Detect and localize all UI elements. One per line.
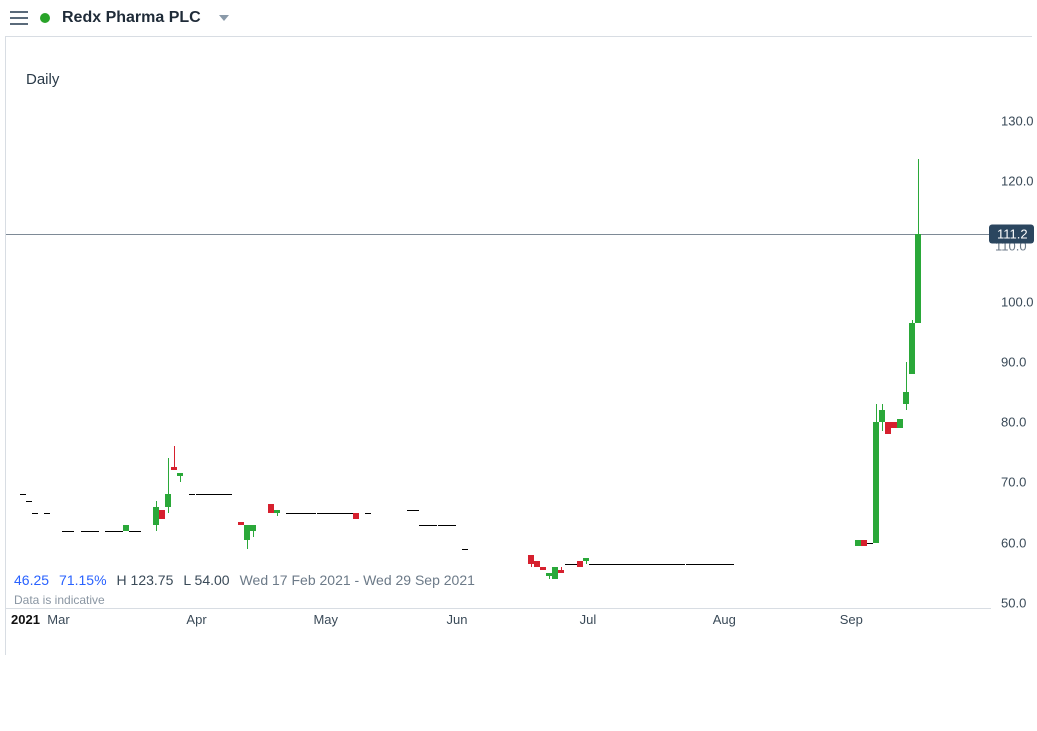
- candle-body: [274, 510, 280, 513]
- candle-body: [558, 570, 564, 573]
- candle-body: [873, 422, 879, 542]
- low-value: L 54.00: [183, 572, 229, 588]
- x-axis-tick: May: [313, 612, 338, 627]
- candle-doji: [365, 513, 371, 514]
- chevron-down-icon[interactable]: [219, 15, 229, 21]
- candle-body: [583, 558, 589, 561]
- candle-doji: [728, 564, 734, 565]
- candle-doji: [44, 513, 50, 514]
- y-axis-tick: 60.0: [995, 535, 1026, 550]
- candle-doji: [20, 494, 26, 495]
- candle-doji: [68, 531, 74, 532]
- y-axis-tick: 130.0: [995, 114, 1034, 129]
- candle-body: [250, 525, 256, 531]
- candle-doji: [450, 525, 456, 526]
- x-axis-tick: Sep: [840, 612, 863, 627]
- candle-doji: [117, 531, 123, 532]
- ticker-name[interactable]: Redx Pharma PLC: [62, 9, 201, 27]
- x-axis-tick: Jul: [580, 612, 597, 627]
- candle-body: [897, 419, 903, 428]
- candle-doji: [462, 549, 468, 550]
- candle-body: [915, 234, 921, 323]
- abs-change: 46.25: [14, 572, 49, 588]
- y-axis-tick: 90.0: [995, 354, 1026, 369]
- current-price-tag: 111.2: [989, 225, 1034, 244]
- x-axis-rule: [6, 608, 991, 609]
- date-range: Wed 17 Feb 2021 - Wed 29 Sep 2021: [240, 572, 475, 588]
- timeframe-label: Daily: [26, 71, 59, 88]
- chart-header: Redx Pharma PLC: [0, 0, 1037, 36]
- candle-doji: [32, 513, 38, 514]
- candle-doji: [867, 543, 873, 544]
- y-axis-tick: 100.0: [995, 294, 1034, 309]
- x-axis-tick: Apr: [186, 612, 206, 627]
- disclaimer: Data is indicative: [14, 593, 105, 607]
- pct-change: 71.15%: [59, 572, 106, 588]
- y-axis-tick: 50.0: [995, 595, 1026, 610]
- candle-doji: [135, 531, 141, 532]
- candle-doji: [413, 510, 419, 511]
- candle-body: [177, 473, 183, 476]
- candle-body: [159, 510, 165, 519]
- chart-plot-area[interactable]: Daily 110.0 111.2 46.25 71.15% H 123.75 …: [6, 37, 1033, 656]
- candle-doji: [93, 531, 99, 532]
- candle-doji: [26, 501, 32, 502]
- high-value: H 123.75: [117, 572, 174, 588]
- candle-body: [552, 567, 558, 579]
- menu-icon[interactable]: [10, 11, 28, 25]
- y-axis-tick: 120.0: [995, 174, 1034, 189]
- candle-body: [909, 323, 915, 374]
- candle-body: [879, 410, 885, 422]
- x-axis-tick: 2021: [11, 612, 40, 627]
- candle-body: [171, 467, 177, 470]
- y-axis-tick: 70.0: [995, 475, 1026, 490]
- x-axis-tick: Mar: [47, 612, 69, 627]
- y-axis-tick: 80.0: [995, 415, 1026, 430]
- x-axis-tick: Aug: [713, 612, 736, 627]
- market-status-dot: [40, 13, 50, 23]
- x-axis-labels: 2021 Mar Apr May Jun Jul Aug Sep: [6, 612, 991, 630]
- chart-container: Daily 110.0 111.2 46.25 71.15% H 123.75 …: [5, 36, 1032, 655]
- candle-body: [165, 494, 171, 506]
- candle-body: [903, 392, 909, 404]
- x-axis-tick: Jun: [447, 612, 468, 627]
- candle-body: [353, 513, 359, 519]
- info-row: 46.25 71.15% H 123.75 L 54.00 Wed 17 Feb…: [14, 572, 475, 588]
- candle-body: [577, 561, 583, 567]
- candle-doji: [226, 494, 232, 495]
- candle-body: [540, 567, 546, 570]
- current-price-line: [6, 234, 991, 235]
